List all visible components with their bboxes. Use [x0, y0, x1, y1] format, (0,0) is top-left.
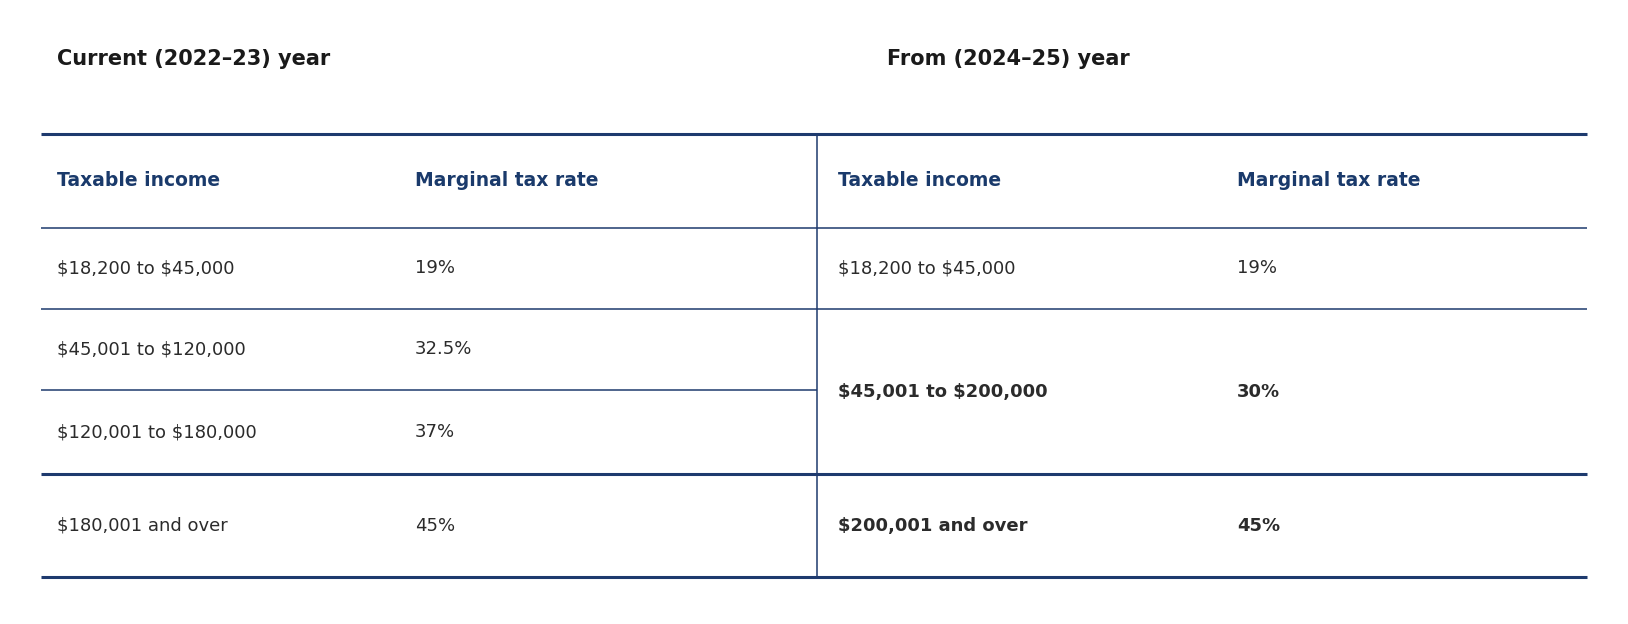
- Text: \$180,001 and over: \$180,001 and over: [57, 517, 228, 535]
- Text: 32.5%: 32.5%: [415, 341, 472, 358]
- Text: Marginal tax rate: Marginal tax rate: [1237, 172, 1421, 190]
- Text: Taxable income: Taxable income: [57, 172, 220, 190]
- Text: \$45,001 to \$200,000: \$45,001 to \$200,000: [838, 383, 1048, 401]
- Text: 45%: 45%: [1237, 517, 1280, 535]
- Text: Marginal tax rate: Marginal tax rate: [415, 172, 599, 190]
- Text: From (2024–25) year: From (2024–25) year: [887, 49, 1130, 69]
- Text: 19%: 19%: [415, 260, 456, 277]
- Text: \$18,200 to \$45,000: \$18,200 to \$45,000: [838, 260, 1016, 277]
- Text: \$18,200 to \$45,000: \$18,200 to \$45,000: [57, 260, 234, 277]
- Text: Current (2022–23) year: Current (2022–23) year: [57, 49, 330, 69]
- Text: \$45,001 to \$120,000: \$45,001 to \$120,000: [57, 341, 246, 358]
- Text: 30%: 30%: [1237, 383, 1280, 401]
- Text: Taxable income: Taxable income: [838, 172, 1001, 190]
- Text: 45%: 45%: [415, 517, 456, 535]
- Text: 37%: 37%: [415, 423, 456, 441]
- Text: 19%: 19%: [1237, 260, 1278, 277]
- Text: \$200,001 and over: \$200,001 and over: [838, 517, 1027, 535]
- Text: \$120,001 to \$180,000: \$120,001 to \$180,000: [57, 423, 257, 441]
